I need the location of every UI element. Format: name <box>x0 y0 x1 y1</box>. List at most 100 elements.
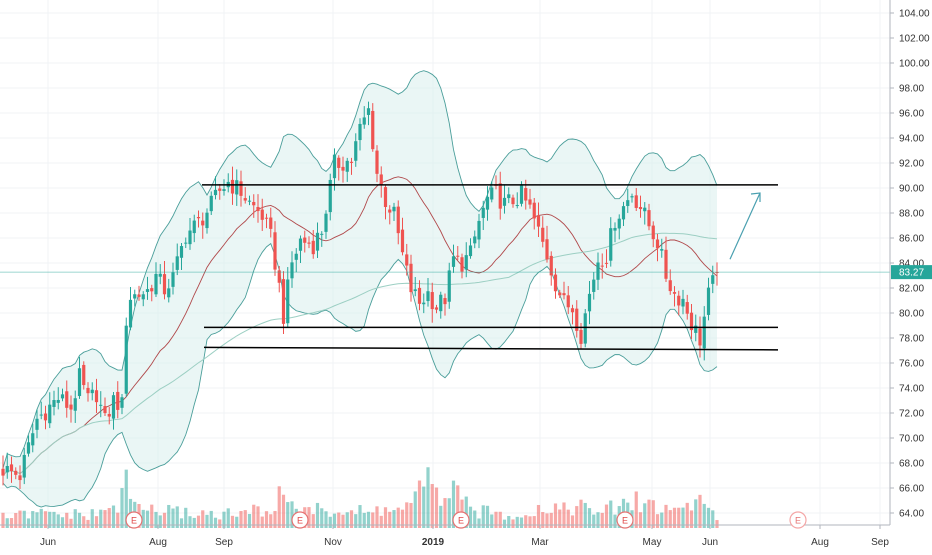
candle-body <box>311 240 315 255</box>
volume-bar <box>409 502 413 528</box>
candle-body <box>107 413 111 417</box>
candle-body <box>235 180 239 195</box>
candle-body <box>213 189 218 196</box>
volume-bar <box>672 507 677 528</box>
volume-bar <box>260 516 264 528</box>
trendlines[interactable] <box>0 184 890 351</box>
earnings-marker[interactable]: E <box>616 511 634 529</box>
volume-bar <box>39 508 43 528</box>
candle-body <box>677 295 681 306</box>
projection-arrow[interactable] <box>729 192 761 260</box>
candle-body <box>141 294 145 300</box>
volume-bar <box>175 506 179 528</box>
candle-body <box>685 302 689 314</box>
candle-body <box>481 207 485 218</box>
volume-bar <box>1 512 5 528</box>
candle-body <box>179 246 184 258</box>
bollinger-lower <box>2 242 718 508</box>
volume-bar <box>213 517 218 528</box>
candle-body <box>162 274 167 295</box>
candle-body <box>413 289 417 292</box>
candle-body <box>422 302 426 305</box>
candle-body <box>426 291 430 302</box>
y-tick-label: 94.00 <box>899 134 924 145</box>
volume-bar <box>99 509 103 528</box>
volume-bar <box>502 519 507 528</box>
volume-bar <box>507 516 511 528</box>
candle-body <box>668 280 672 292</box>
candle-body <box>638 207 643 210</box>
volume-bar <box>145 510 150 528</box>
candle-body <box>273 232 277 270</box>
volume-bar <box>154 511 158 528</box>
earnings-marker[interactable]: E <box>125 511 143 529</box>
volume-bar <box>668 510 672 528</box>
earnings-marker-circle <box>789 511 807 529</box>
volume-bar <box>354 514 358 528</box>
candle-body <box>609 228 613 261</box>
volume-bar <box>647 499 651 528</box>
candle-body <box>256 206 260 212</box>
candle-body <box>69 404 73 410</box>
volume-bar <box>324 511 328 528</box>
earnings-marker[interactable]: E <box>291 511 309 529</box>
candle-body <box>689 312 694 331</box>
x-tick-label: Jun <box>40 537 56 548</box>
volume-bar <box>192 517 196 528</box>
y-tick-label: 72.00 <box>899 409 924 420</box>
volume-bar <box>124 469 128 528</box>
candle-body <box>396 206 400 234</box>
volume-bar <box>18 510 22 528</box>
candle-body <box>290 262 294 279</box>
candle-body <box>711 275 715 284</box>
volume-bar <box>362 512 366 528</box>
candle-body <box>392 206 396 212</box>
volume-bar <box>349 510 354 528</box>
volume-bar <box>52 511 56 528</box>
volume-bar <box>600 512 604 528</box>
earnings-marker-label: E <box>458 516 464 526</box>
candle-body <box>519 185 524 204</box>
volume-bar <box>167 504 171 528</box>
volume-bar <box>681 507 685 528</box>
earnings-marker[interactable]: E <box>452 511 470 529</box>
volume-bar <box>698 494 702 528</box>
volume-bar <box>196 515 201 528</box>
volume-bar <box>252 504 256 528</box>
volume-bar <box>443 498 447 528</box>
volume-bar <box>417 480 422 528</box>
volume-bar <box>375 506 379 528</box>
volume-bar <box>519 517 524 528</box>
candle-body <box>621 206 626 220</box>
candle-body <box>252 201 256 206</box>
volume-bar <box>247 513 252 528</box>
candle-body <box>103 406 107 414</box>
y-tick-label: 100.00 <box>899 59 930 70</box>
candle-body <box>507 194 511 199</box>
volume-bar <box>706 507 711 528</box>
candle-body <box>600 265 604 267</box>
y-tick-label: 80.00 <box>899 309 924 320</box>
volume-bar <box>430 484 434 528</box>
volume-bar <box>345 512 349 528</box>
y-tick-label: 90.00 <box>899 184 924 195</box>
candle-body <box>536 215 541 227</box>
earnings-marker[interactable]: E <box>789 511 807 529</box>
volume-bar <box>413 491 417 528</box>
y-tick-label: 68.00 <box>899 459 924 470</box>
volume-bar <box>218 519 222 528</box>
support-line-lower[interactable] <box>203 346 779 351</box>
volume-bar <box>77 512 82 528</box>
volume-bar <box>451 480 456 528</box>
candle-body <box>630 196 634 198</box>
candle-body <box>171 272 175 287</box>
candle-body <box>307 242 311 244</box>
candle-body <box>456 255 460 257</box>
candle-body <box>439 294 443 312</box>
candle-body <box>583 313 587 344</box>
y-tick-label: 96.00 <box>899 109 924 120</box>
volume-bar <box>256 506 260 528</box>
